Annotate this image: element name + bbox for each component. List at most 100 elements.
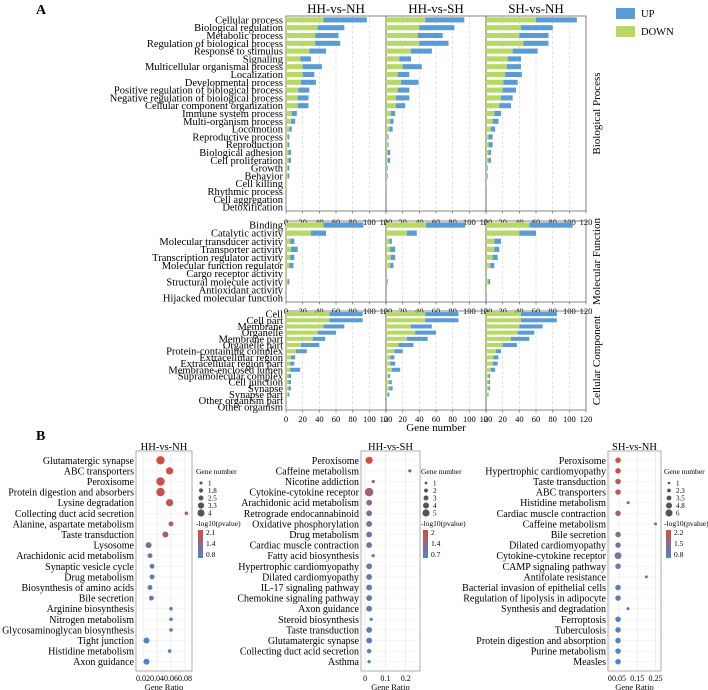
bar-up-membrane-part <box>511 336 530 341</box>
bar-down-cell <box>386 312 426 317</box>
bar-down-metabolic-process <box>486 32 520 39</box>
bar-down-positive-regulation-of-biological-process <box>486 87 503 93</box>
bar-down-catalytic-activity <box>286 230 311 236</box>
category-label-cell-proliferation: Cell proliferation <box>210 156 283 167</box>
pathway-label-drug-metabolism: Drug metabolism <box>64 572 134 583</box>
bar-up-locomotion <box>389 126 393 132</box>
bar-down-multi-organism-process <box>286 118 291 124</box>
bar-down-molecular-function-regulator <box>286 262 290 269</box>
bar-down-positive-regulation-of-biological-process <box>286 87 299 93</box>
bubble-histidine-metabolism <box>626 501 630 505</box>
color-legend-tick: 2 <box>431 528 435 537</box>
bar-up-growth <box>287 165 290 171</box>
bar-up-transcription-regulator-activity <box>391 254 396 261</box>
bar-up-cell-proliferation <box>387 157 391 163</box>
pathway-label-cardiac-muscle-contraction: Cardiac muscle contraction <box>497 509 606 520</box>
bar-down-synapse <box>286 386 289 391</box>
go-enrichment-bar-panel: HH-vs-NH HH-vs-SH SH-vs-NH Cellular process… <box>110 1 674 434</box>
color-legend-tick: 2.1 <box>206 528 216 537</box>
bubble-taste-transduction <box>366 626 373 633</box>
tick-label: 0.06 <box>164 674 178 683</box>
bar-up-extracellular-region <box>291 355 296 360</box>
category-label-membrane-part: Membrane part <box>219 334 284 345</box>
bar-up-membrane <box>519 324 543 329</box>
bar-up-biological-adhesion <box>387 149 391 156</box>
bar-up-multi-organism-process <box>291 118 296 124</box>
bar-up-reproduction <box>488 142 493 148</box>
bar-down-response-to-stimulus <box>286 48 310 54</box>
bubble-histidine-metabolism <box>167 649 172 653</box>
bar-up-immune-system-process <box>291 110 297 117</box>
size-legend-value: 6 <box>676 510 680 518</box>
size-legend-value: 1.8 <box>208 487 217 495</box>
bar-up-localization <box>302 71 315 78</box>
bar-down-cell-killing <box>286 181 287 187</box>
tick-label: 40 <box>415 414 424 424</box>
pathway-label-measles: Measles <box>573 657 606 668</box>
pathway-label-asthma: Asthma <box>328 657 360 668</box>
category-label-cargo-receptor-activity: Cargo receptor activity <box>186 269 283 280</box>
bubble-collecting-duct-acid-secretion <box>366 648 372 654</box>
size-legend-value: 2 <box>433 487 437 495</box>
bar-down-cell-part <box>286 318 330 323</box>
bar-up-localization <box>505 71 522 78</box>
panel-b-label: B <box>36 429 45 444</box>
bar-down-membrane-part <box>486 336 511 341</box>
pathway-label-collecting-duct-acid-secretion: Collecting duct acid secretion <box>240 647 359 658</box>
tick-label: 0.05 <box>612 674 626 683</box>
category-label-extracellular-region-part: Extracellular region part <box>180 359 283 370</box>
bar-up-locomotion <box>289 126 292 132</box>
bar-up-response-to-stimulus <box>309 48 326 54</box>
bar-down-membrane <box>486 324 520 329</box>
category-label-catalytic-activity: Catalytic activity <box>211 229 284 240</box>
bar-down-localization <box>486 71 506 78</box>
bar-up-protein-containing-complex <box>394 349 403 354</box>
bar-down-reproduction <box>386 142 388 148</box>
tick-label: 0.15 <box>630 674 644 683</box>
category-label-other-organism-part: Other organism part <box>199 396 283 407</box>
bar-down-molecular-transducer-activity <box>286 238 291 244</box>
category-label-immune-system-process: Immune system process <box>182 109 283 120</box>
bar-down-locomotion <box>386 126 390 132</box>
bar-up-binding <box>426 222 466 228</box>
bar-down-organelle-part <box>286 343 301 348</box>
bar-up-cellular-component-organization <box>297 103 309 109</box>
bar-down-localization <box>286 71 303 78</box>
pathway-label-protein-digestion-and-absorption: Protein digestion and absorption <box>476 636 606 647</box>
bar-down-metabolic-process <box>386 32 418 39</box>
category-label-molecular-function-regulator: Molecular function regulator <box>162 261 284 272</box>
bar-up-transporter-activity <box>291 246 298 252</box>
tick-label: 60 <box>332 414 341 424</box>
bar-up-extracellular-region-part <box>492 361 498 366</box>
legend-swatch-down <box>616 26 635 37</box>
pathway-label-taste-transduction: Taste transduction <box>286 625 359 636</box>
category-label-positive-regulation-of-biological-process: Positive regulation of biological proces… <box>114 86 283 97</box>
bubble-caffeine-metabolism <box>653 522 658 526</box>
category-label-localization: Localization <box>231 70 284 81</box>
bar-up-organelle-part <box>301 343 320 348</box>
size-legend-dot <box>198 488 204 493</box>
bubble-arginine-biosynthesis <box>169 606 173 611</box>
category-label-extracellular-region: Extracellular region <box>199 353 283 364</box>
bar-up-biological-regulation <box>419 25 455 31</box>
pathway-label-synthesis-and-degradation: Synthesis and degradation <box>501 604 606 615</box>
legend-label-down: DOWN <box>641 27 674 38</box>
bubble-peroxisome <box>156 477 165 486</box>
bubble-chemokine-signaling-pathway <box>366 595 373 602</box>
pathway-label-taste-transduction: Taste transduction <box>533 477 606 488</box>
bar-down-reproductive-process <box>486 134 489 140</box>
bar-down-cellular-component-organization <box>486 103 500 109</box>
bar-down-locomotion <box>486 126 491 132</box>
pathway-label-oxidative-phosphorylation: Oxidative phosphorylation <box>252 519 359 530</box>
pathway-label-cytokine-cytokine-receptor: Cytokine-cytokine receptor <box>249 488 359 499</box>
bar-down-cellular-process <box>286 17 324 23</box>
bar-up-signaling <box>507 56 521 62</box>
bar-down-membrane <box>286 324 324 329</box>
panel-a-label: A <box>36 3 47 18</box>
bar-up-organelle <box>415 330 436 335</box>
bar-down-cell-junction <box>386 380 390 385</box>
category-label-cell-killing: Cell killing <box>235 179 283 190</box>
category-label-cellular-process: Cellular process <box>215 15 283 26</box>
size-legend-dot <box>197 502 205 509</box>
bar-down-membrane-part <box>386 336 407 341</box>
